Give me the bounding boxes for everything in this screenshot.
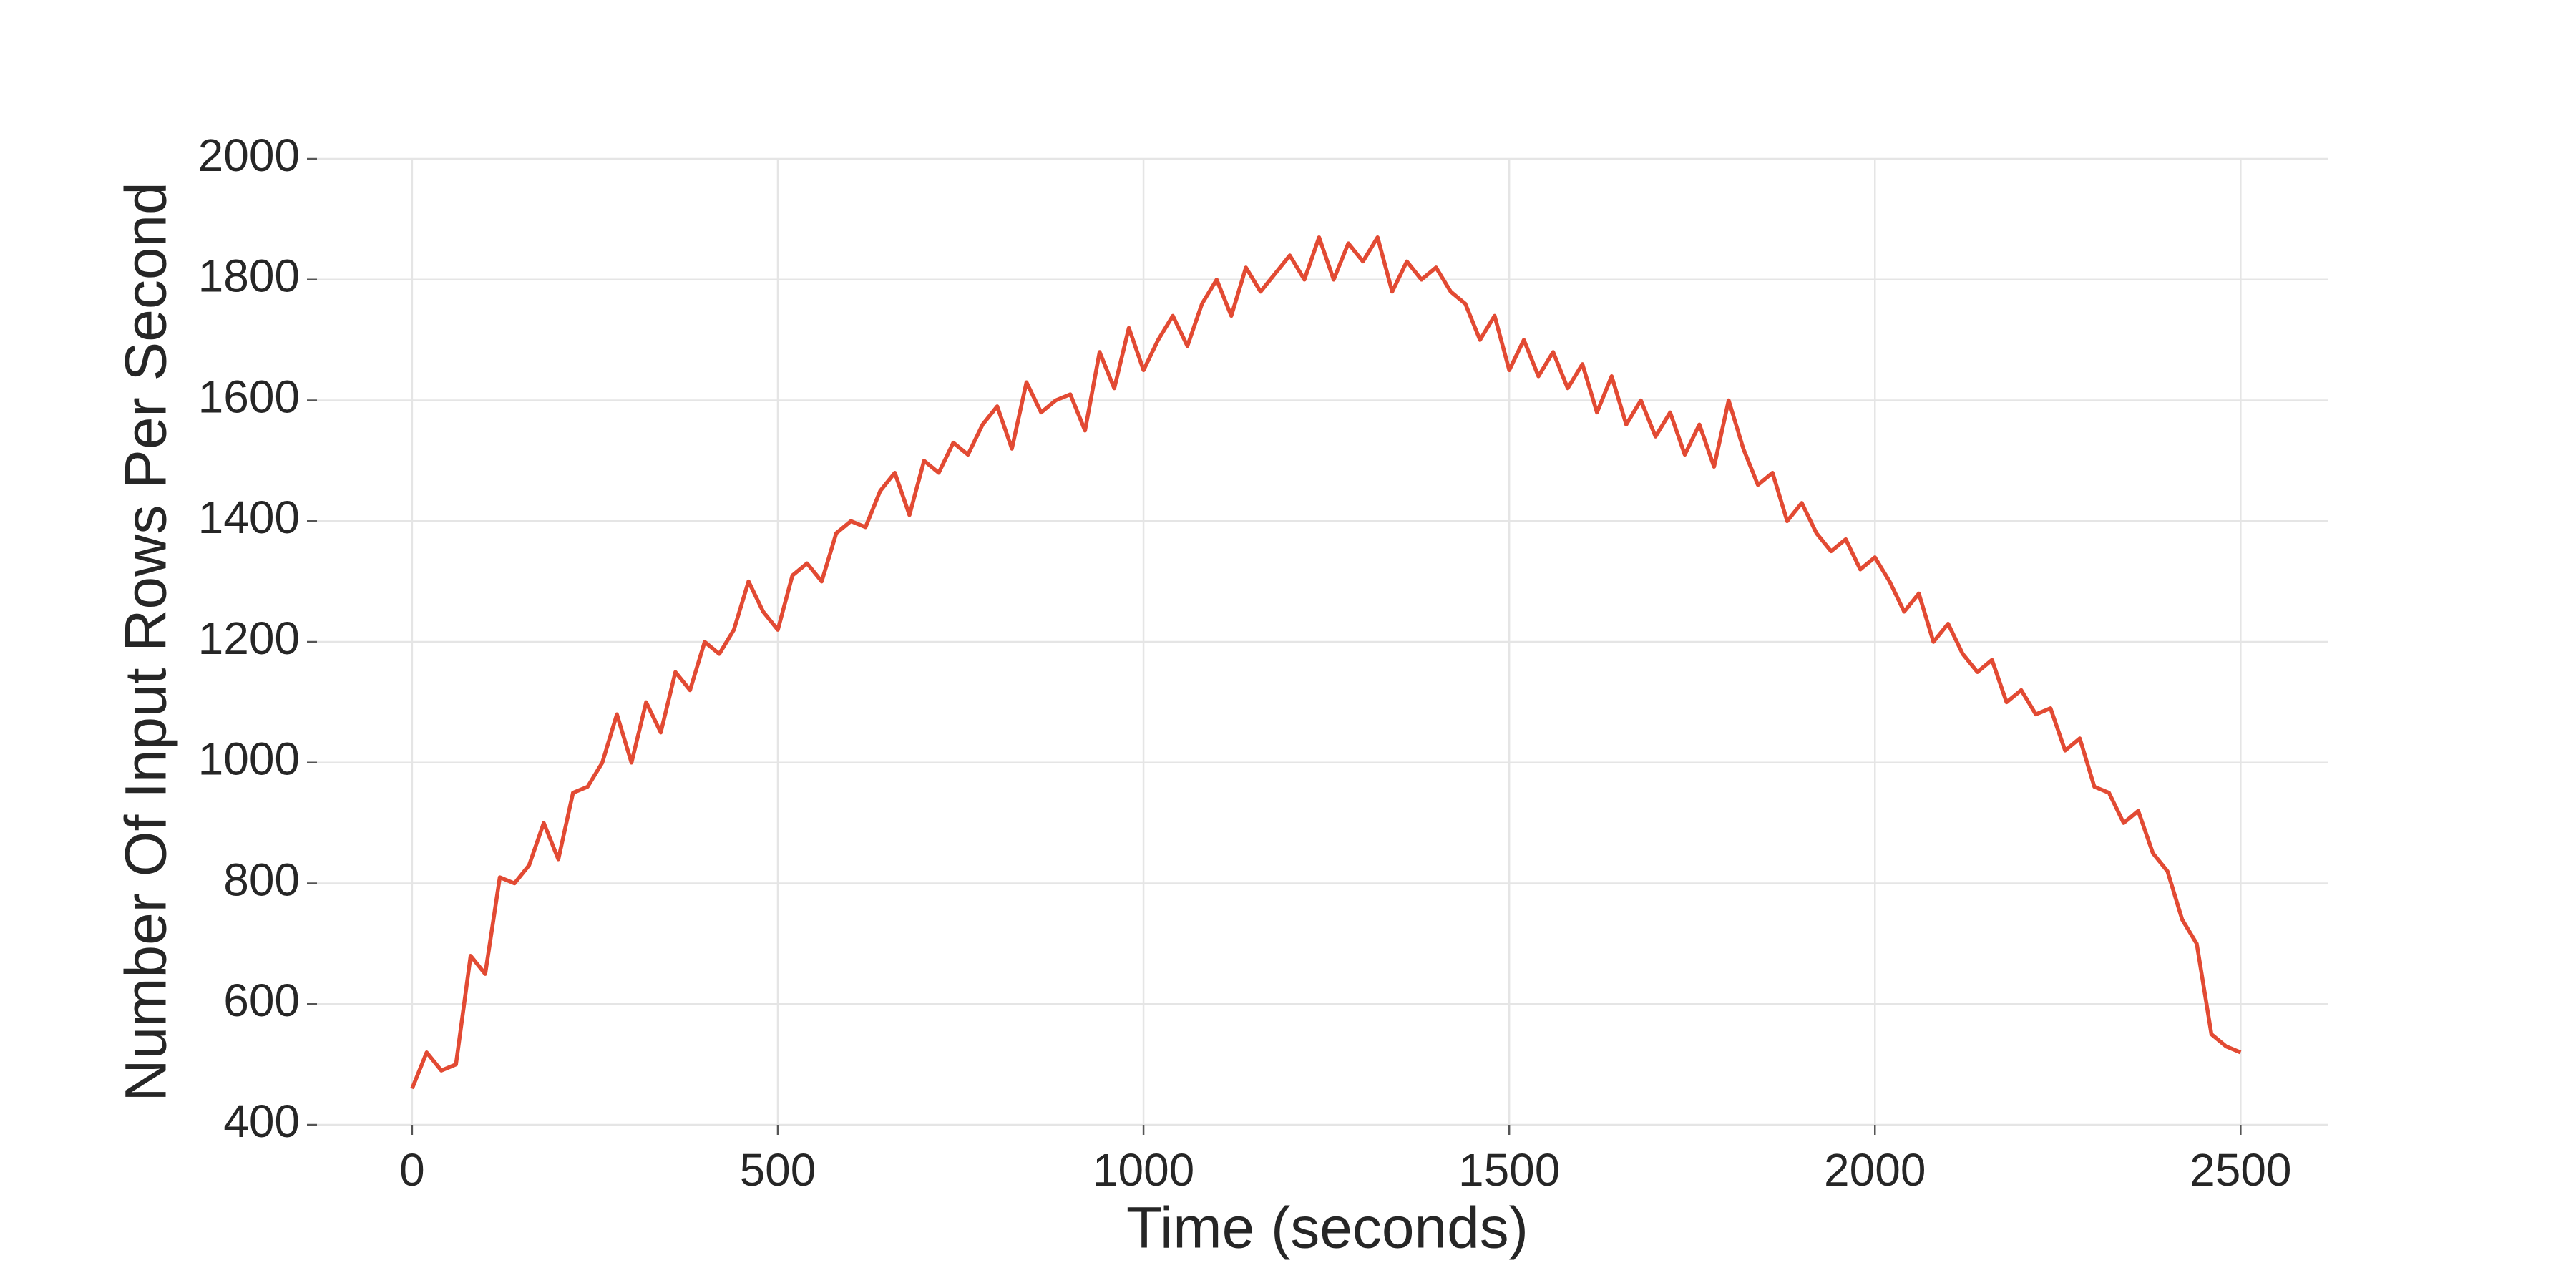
- y-tick-label: 400: [223, 1096, 300, 1147]
- x-tick-label: 0: [399, 1144, 425, 1196]
- y-tick-label: 2000: [198, 130, 300, 181]
- y-tick-label: 1800: [198, 250, 300, 302]
- data-line: [410, 235, 2242, 1090]
- y-tick-label: 600: [223, 975, 300, 1026]
- y-tick-label: 800: [223, 854, 300, 905]
- x-tick-label: 2000: [1824, 1144, 1926, 1196]
- x-axis-label: Time (seconds): [1126, 1196, 1528, 1261]
- y-tick-label: 1200: [198, 613, 300, 664]
- x-tick-label: 2500: [2190, 1144, 2291, 1196]
- x-tick-label: 1000: [1093, 1144, 1194, 1196]
- y-tick-label: 1400: [198, 492, 300, 543]
- x-tick-label: 500: [740, 1144, 816, 1196]
- y-tick-label: 1600: [198, 371, 300, 422]
- y-tick-label: 1000: [198, 733, 300, 785]
- x-tick-label: 1500: [1458, 1144, 1560, 1196]
- y-axis-label: Number Of Input Rows Per Second: [114, 182, 179, 1101]
